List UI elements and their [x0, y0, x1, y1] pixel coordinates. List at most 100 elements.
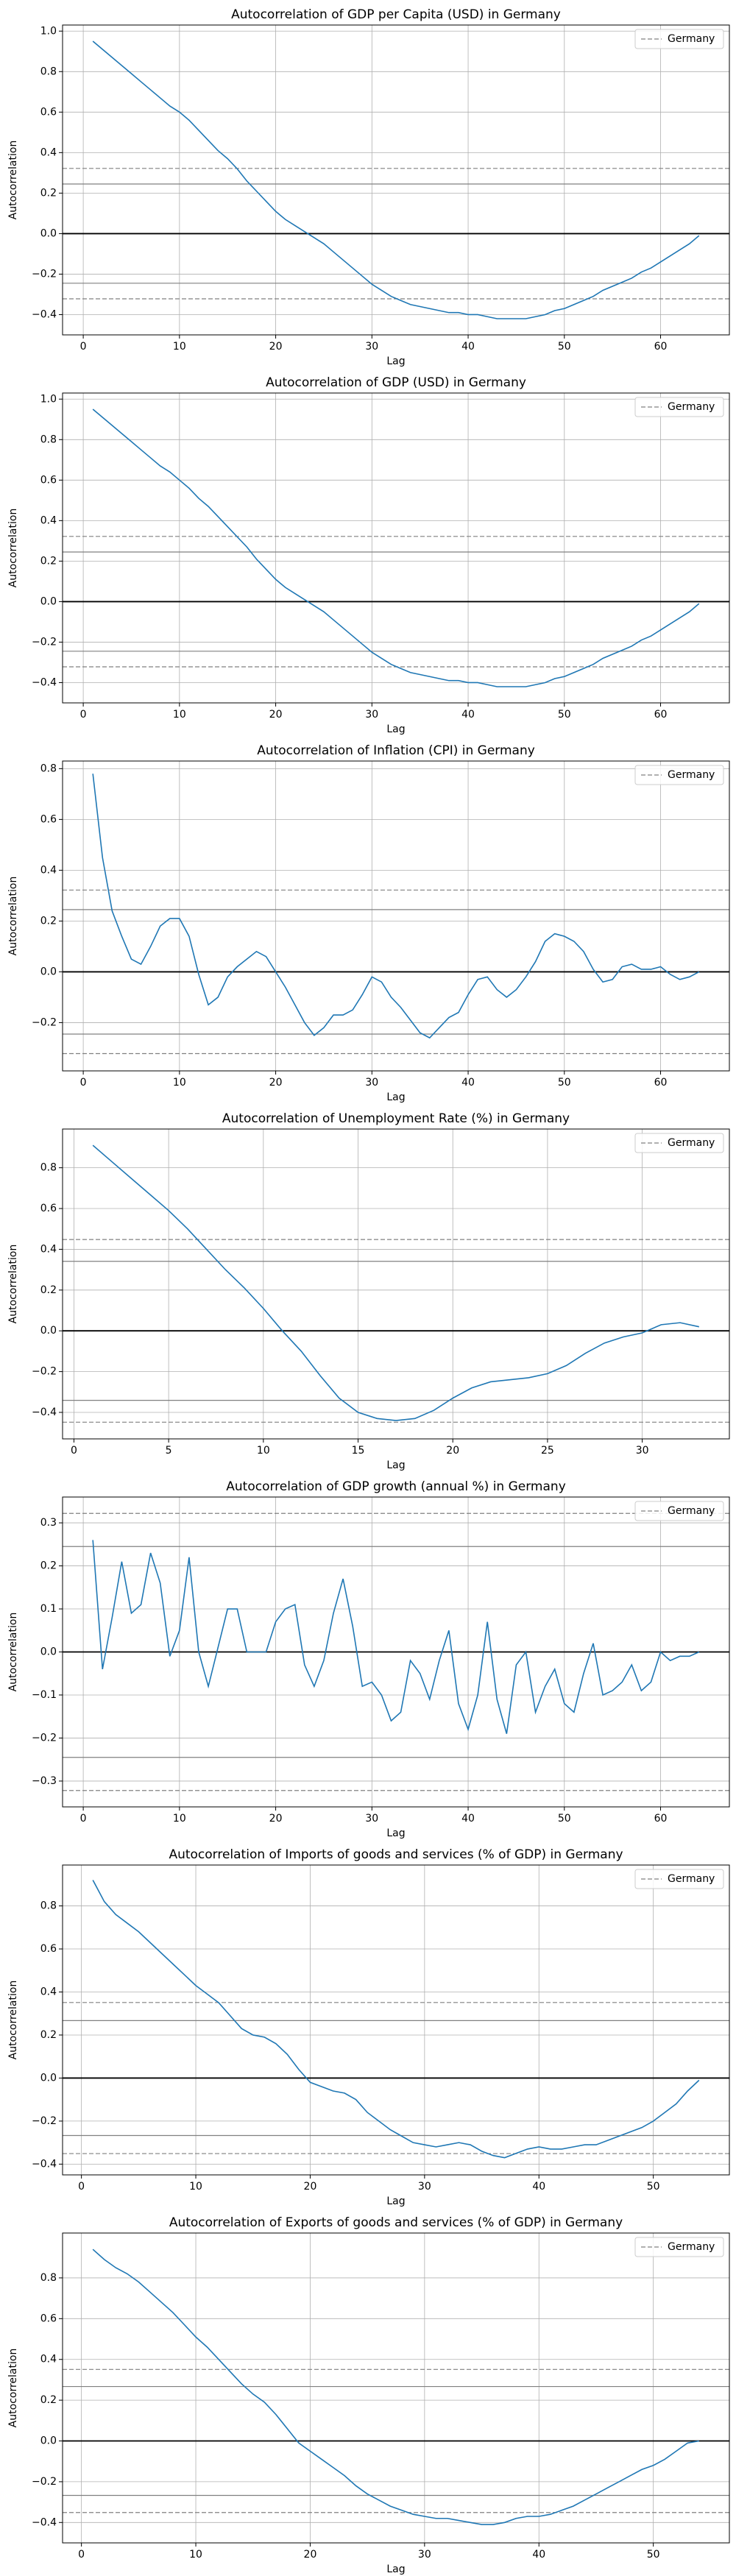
legend-label: Germany [668, 33, 715, 45]
x-tick-label: 10 [173, 341, 186, 353]
plot-frame [62, 1128, 730, 1440]
y-tick-label: −0.2 [32, 2115, 57, 2127]
legend-box [634, 1869, 724, 1889]
y-tick-label: 0.4 [40, 1243, 57, 1255]
x-tick-label: 30 [365, 1077, 378, 1089]
y-tick-label: 0.8 [40, 66, 57, 77]
y-tick-label: 0.3 [40, 1517, 57, 1529]
x-tick-label: 60 [654, 1077, 668, 1089]
x-tick-label: 30 [365, 1813, 378, 1825]
y-tick-label: 0.2 [40, 1284, 57, 1296]
data-line [92, 40, 700, 319]
y-tick-label: 0.2 [40, 2394, 57, 2406]
chart-panel: Autocorrelation of Inflation (CPI) in Ge… [7, 743, 730, 1103]
y-tick-label: 0.2 [40, 2029, 57, 2041]
y-tick-label: −0.4 [32, 676, 57, 688]
y-axis-label: Autocorrelation [7, 141, 19, 220]
plot-frame [62, 24, 730, 336]
chart-panel: Autocorrelation of GDP growth (annual %)… [7, 1479, 730, 1839]
x-tick-label: 20 [269, 709, 283, 721]
y-tick-label: −0.2 [32, 1732, 57, 1744]
plot-frame [62, 2232, 730, 2544]
chart-panel: Autocorrelation of Imports of goods and … [7, 1847, 730, 2207]
y-tick-label: 0.4 [40, 2354, 57, 2366]
chart-title: Autocorrelation of Imports of goods and … [169, 1847, 623, 1862]
x-tick-label: 0 [80, 341, 87, 353]
x-tick-label: 10 [173, 1813, 186, 1825]
x-axis-label: Lag [386, 1827, 405, 1839]
y-tick-label: 0.8 [40, 1162, 57, 1174]
x-axis-label: Lag [386, 2563, 405, 2575]
x-axis-label: Lag [386, 2195, 405, 2207]
y-tick-label: −0.2 [32, 636, 57, 648]
x-axis-label: Lag [386, 723, 405, 735]
x-tick-label: 40 [532, 2181, 545, 2193]
y-tick-label: 0.4 [40, 1986, 57, 1998]
y-tick-label: 0.8 [40, 1900, 57, 1912]
x-tick-label: 40 [461, 709, 475, 721]
legend-box [634, 765, 724, 785]
y-tick-label: 0.6 [40, 106, 57, 118]
chart-title: Autocorrelation of GDP per Capita (USD) … [231, 7, 561, 22]
x-tick-label: 50 [558, 1813, 571, 1825]
x-tick-label: 40 [461, 1077, 475, 1089]
x-tick-label: 50 [558, 341, 571, 353]
chart-title: Autocorrelation of GDP (USD) in Germany [266, 375, 526, 390]
x-tick-label: 50 [647, 2181, 660, 2193]
legend-label: Germany [668, 401, 715, 413]
x-tick-label: 40 [461, 341, 475, 353]
x-tick-label: 10 [173, 709, 186, 721]
chart-title: Autocorrelation of Exports of goods and … [169, 2215, 623, 2230]
y-tick-label: 0.8 [40, 2272, 57, 2284]
x-tick-label: 10 [189, 2549, 202, 2561]
data-line [92, 774, 700, 1039]
legend-label: Germany [668, 1137, 715, 1149]
legend-box [634, 397, 724, 417]
y-tick-label: 0.4 [40, 146, 57, 158]
x-axis-label: Lag [386, 1091, 405, 1103]
y-axis-label: Autocorrelation [7, 2349, 19, 2428]
chart-title: Autocorrelation of Inflation (CPI) in Ge… [257, 743, 535, 758]
x-tick-label: 0 [78, 2181, 85, 2193]
data-line [92, 1880, 700, 2159]
legend-label: Germany [668, 1505, 715, 1517]
chart-panel: Autocorrelation of Exports of goods and … [7, 2215, 730, 2575]
x-tick-label: 0 [71, 1445, 77, 1457]
x-tick-label: 5 [166, 1445, 172, 1457]
legend-box [634, 2237, 724, 2257]
data-line [92, 1540, 700, 1734]
plot-frame [62, 760, 730, 1072]
y-tick-label: −0.4 [32, 308, 57, 320]
x-axis-label: Lag [386, 355, 405, 367]
y-tick-label: 1.0 [40, 393, 57, 405]
y-tick-label: 0.2 [40, 187, 57, 199]
x-tick-label: 10 [189, 2181, 202, 2193]
y-tick-label: −0.2 [32, 2476, 57, 2488]
data-line [92, 1144, 699, 1421]
x-tick-label: 0 [80, 709, 87, 721]
x-tick-label: 60 [654, 341, 668, 353]
x-tick-label: 30 [636, 1445, 649, 1457]
y-axis-label: Autocorrelation [7, 877, 19, 956]
x-tick-label: 30 [418, 2549, 431, 2561]
legend-box [634, 1133, 724, 1153]
x-tick-label: 0 [80, 1813, 87, 1825]
y-tick-label: 0.2 [40, 555, 57, 567]
y-tick-label: 0.2 [40, 915, 57, 927]
x-axis-label: Lag [386, 1459, 405, 1471]
y-axis-label: Autocorrelation [7, 1981, 19, 2060]
x-tick-label: 60 [654, 709, 668, 721]
y-tick-label: −0.3 [32, 1775, 57, 1787]
x-tick-label: 20 [446, 1445, 459, 1457]
x-tick-label: 20 [304, 2549, 317, 2561]
data-line [92, 2248, 699, 2525]
legend-label: Germany [668, 769, 715, 781]
data-line [92, 408, 700, 687]
x-tick-label: 20 [269, 1813, 283, 1825]
x-tick-label: 40 [532, 2549, 545, 2561]
chart-panel: Autocorrelation of Unemployment Rate (%)… [7, 1111, 730, 1471]
y-tick-label: 0.6 [40, 1203, 57, 1214]
y-tick-label: 0.6 [40, 474, 57, 486]
y-tick-label: 0.4 [40, 864, 57, 876]
